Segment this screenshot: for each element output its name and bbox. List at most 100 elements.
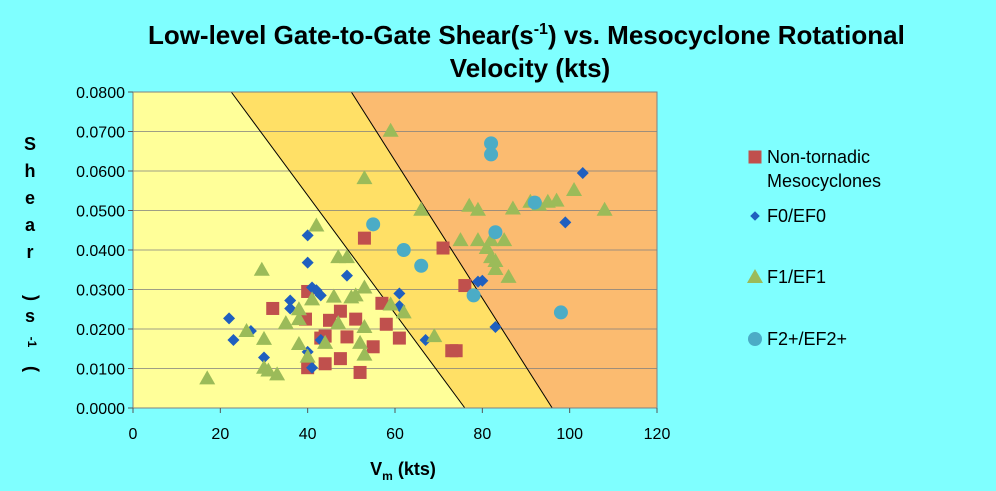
data-point xyxy=(284,294,297,307)
data-point xyxy=(487,260,504,275)
y-label-letter: a xyxy=(25,215,36,235)
data-point xyxy=(366,340,380,354)
data-point xyxy=(488,225,503,240)
data-point xyxy=(476,274,489,287)
data-point xyxy=(266,301,280,315)
x-tick-label: 80 xyxy=(473,426,491,443)
data-point xyxy=(458,279,472,293)
data-point xyxy=(277,315,294,330)
x-axis-ticks: 0 20 40 60 80 100 120 xyxy=(129,408,671,443)
data-point xyxy=(395,304,412,319)
title-line2: Velocity (kts) xyxy=(450,53,610,83)
legend-marker xyxy=(750,211,760,221)
data-point xyxy=(469,201,486,216)
data-point xyxy=(466,288,481,303)
y-tick-label: 0.0600 xyxy=(76,164,125,181)
y-tick-label: 0.0500 xyxy=(76,204,125,221)
data-point xyxy=(318,357,332,371)
legend-label: F1/EF1 xyxy=(767,267,826,287)
data-point xyxy=(461,197,478,212)
data-point xyxy=(396,243,411,257)
data-point xyxy=(436,241,450,255)
data-point xyxy=(392,331,406,345)
data-point xyxy=(258,351,270,364)
data-point xyxy=(290,311,307,326)
data-point xyxy=(290,336,307,351)
data-point xyxy=(308,217,325,232)
y-label-letter: S xyxy=(24,134,36,154)
legend-marker xyxy=(748,150,762,164)
y-axis-ticks: 0.0000 0.0100 0.0200 0.0300 0.0400 0.0500 0.06… xyxy=(76,85,133,418)
y-label-letter: h xyxy=(25,161,36,181)
y-label-letter: e xyxy=(25,188,35,208)
data-point xyxy=(325,288,342,303)
legend-marker xyxy=(748,332,762,346)
x-tick-label: 100 xyxy=(556,426,583,443)
data-point xyxy=(414,258,429,273)
y-tick-label: 0.0300 xyxy=(76,283,125,300)
data-point xyxy=(366,217,381,232)
y-label-paren: ) xyxy=(22,295,42,301)
data-point xyxy=(333,352,347,366)
data-point xyxy=(352,334,369,349)
data-point xyxy=(301,229,314,242)
y-label-letter: r xyxy=(26,242,33,262)
data-point xyxy=(489,321,502,334)
data-point xyxy=(426,328,443,343)
data-point xyxy=(413,201,430,216)
data-point xyxy=(306,361,319,374)
data-point xyxy=(500,268,517,283)
x-tick-label: 20 xyxy=(211,426,229,443)
x-tick-label: 40 xyxy=(299,426,317,443)
x-tick-label: 60 xyxy=(386,426,404,443)
x-tick-label: 120 xyxy=(644,426,671,443)
data-point xyxy=(340,269,353,282)
data-point xyxy=(356,170,373,185)
data-point xyxy=(356,319,373,334)
data-point xyxy=(484,147,499,162)
data-point xyxy=(323,313,336,327)
data-point xyxy=(496,232,513,247)
y-tick-label: 0.0100 xyxy=(76,362,125,379)
y-label-paren: ( xyxy=(22,366,42,372)
y-tick-label: 0.0800 xyxy=(76,85,125,102)
data-point xyxy=(269,366,286,381)
y-label-sup: -1 xyxy=(25,337,39,348)
data-point xyxy=(317,334,334,349)
data-point xyxy=(349,312,363,326)
data-point xyxy=(199,370,216,385)
data-point xyxy=(356,279,373,294)
data-point xyxy=(504,200,521,215)
y-tick-label: 0.0700 xyxy=(76,125,125,142)
data-point xyxy=(576,166,589,179)
data-point xyxy=(223,312,236,325)
legend-label: F2+/EF2+ xyxy=(767,329,847,349)
y-tick-label: 0.0200 xyxy=(76,322,125,339)
data-point xyxy=(382,296,399,311)
data-point xyxy=(483,232,500,247)
zone-boundary-line xyxy=(350,91,553,409)
title-suffix: ) vs. Mesocyclone Rotational xyxy=(548,20,905,50)
data-point xyxy=(347,287,364,302)
data-point xyxy=(559,216,572,229)
legend-label: Non-tornadic xyxy=(767,147,870,167)
data-point xyxy=(596,201,613,216)
x-label-rest: (kts) xyxy=(393,459,436,479)
data-point xyxy=(356,346,373,361)
data-point xyxy=(314,289,327,302)
data-point xyxy=(553,305,568,320)
title-sup: -1 xyxy=(534,21,548,38)
data-point xyxy=(548,192,565,207)
y-label-letter: s xyxy=(25,306,35,326)
x-tick-label: 0 xyxy=(129,426,138,443)
x-axis-label: Vm (kts) xyxy=(370,459,436,483)
data-point xyxy=(379,317,393,331)
data-point xyxy=(238,322,255,337)
chart-title: Low-level Gate-to-Gate Shear(s-1) vs. Me… xyxy=(148,20,912,83)
data-point xyxy=(566,181,583,196)
data-point xyxy=(419,334,432,347)
legend-label: Mesocyclones xyxy=(767,171,881,191)
data-point xyxy=(338,249,355,264)
data-point xyxy=(256,330,272,345)
